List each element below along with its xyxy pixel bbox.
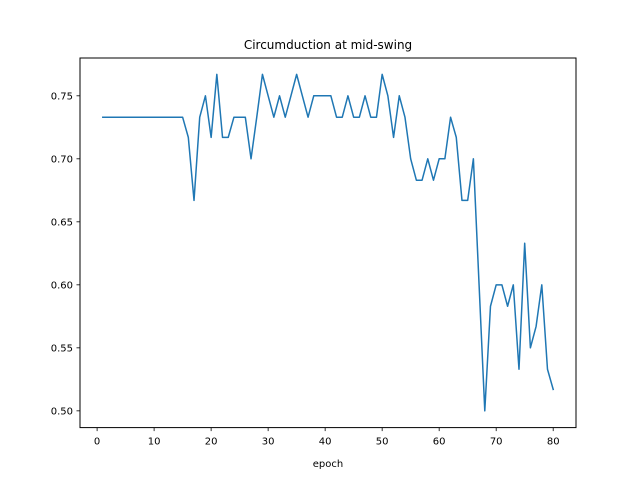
y-tick-label: 0.50: [51, 406, 73, 417]
x-tick-label: 10: [148, 437, 161, 448]
x-tick-label: 40: [319, 437, 332, 448]
y-tick-label: 0.70: [51, 154, 73, 165]
x-tick-label: 0: [94, 437, 100, 448]
x-tick-label: 70: [490, 437, 503, 448]
y-tick-label: 0.55: [51, 343, 73, 354]
y-tick-label: 0.65: [51, 217, 73, 228]
x-tick-label: 60: [433, 437, 446, 448]
x-tick-label: 80: [547, 437, 560, 448]
x-tick-label: 30: [262, 437, 275, 448]
x-tick-label: 20: [205, 437, 218, 448]
y-tick-label: 0.75: [51, 91, 73, 102]
x-axis-label: epoch: [313, 459, 343, 470]
chart-title: Circumduction at mid-swing: [244, 38, 412, 52]
y-tick-label: 0.60: [51, 280, 73, 291]
x-tick-label: 50: [376, 437, 389, 448]
